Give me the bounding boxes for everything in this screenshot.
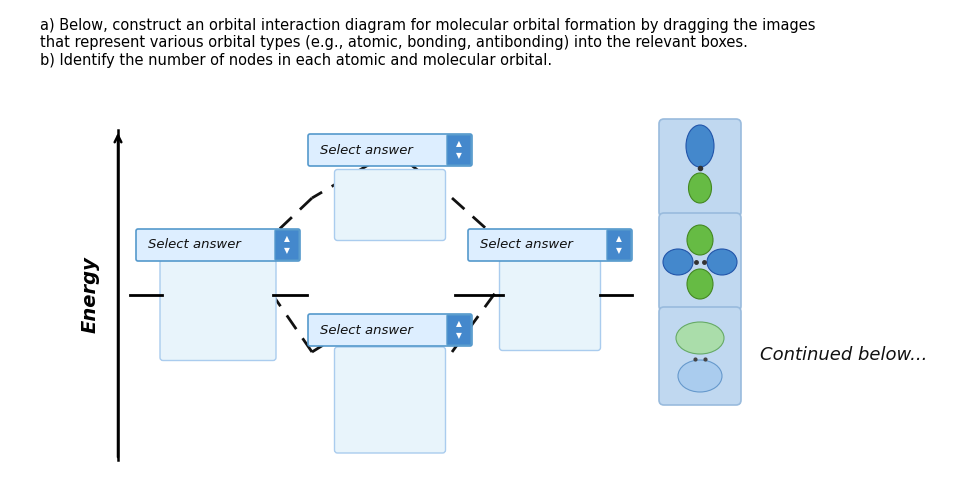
Ellipse shape	[687, 269, 713, 299]
FancyBboxPatch shape	[308, 134, 472, 166]
Text: ▼: ▼	[284, 247, 290, 255]
Ellipse shape	[686, 125, 714, 167]
Text: Continued below...: Continued below...	[760, 346, 927, 364]
Text: Energy: Energy	[80, 256, 99, 334]
Ellipse shape	[678, 360, 722, 392]
Text: Select answer: Select answer	[320, 144, 412, 156]
FancyBboxPatch shape	[659, 307, 741, 405]
Ellipse shape	[676, 322, 724, 354]
Ellipse shape	[689, 173, 712, 203]
FancyBboxPatch shape	[447, 135, 471, 165]
Ellipse shape	[663, 249, 693, 275]
FancyBboxPatch shape	[308, 314, 472, 346]
FancyBboxPatch shape	[468, 229, 632, 261]
Text: ▲: ▲	[456, 140, 462, 148]
Text: Select answer: Select answer	[148, 239, 241, 251]
FancyBboxPatch shape	[659, 119, 741, 217]
FancyBboxPatch shape	[334, 169, 445, 241]
FancyBboxPatch shape	[659, 213, 741, 311]
FancyBboxPatch shape	[275, 230, 299, 260]
Text: Select answer: Select answer	[320, 324, 412, 337]
FancyBboxPatch shape	[334, 347, 445, 453]
Text: ▲: ▲	[616, 235, 622, 244]
Ellipse shape	[707, 249, 737, 275]
Text: Select answer: Select answer	[480, 239, 573, 251]
Ellipse shape	[687, 225, 713, 255]
Text: ▼: ▼	[616, 247, 622, 255]
Text: ▲: ▲	[456, 319, 462, 329]
Text: ▼: ▼	[456, 151, 462, 160]
FancyBboxPatch shape	[499, 259, 601, 350]
Text: ▲: ▲	[284, 235, 290, 244]
FancyBboxPatch shape	[160, 259, 276, 360]
FancyBboxPatch shape	[447, 315, 471, 345]
FancyBboxPatch shape	[136, 229, 300, 261]
Text: a) Below, construct an orbital interaction diagram for molecular orbital formati: a) Below, construct an orbital interacti…	[40, 18, 815, 68]
FancyBboxPatch shape	[607, 230, 631, 260]
Text: ▼: ▼	[456, 332, 462, 341]
